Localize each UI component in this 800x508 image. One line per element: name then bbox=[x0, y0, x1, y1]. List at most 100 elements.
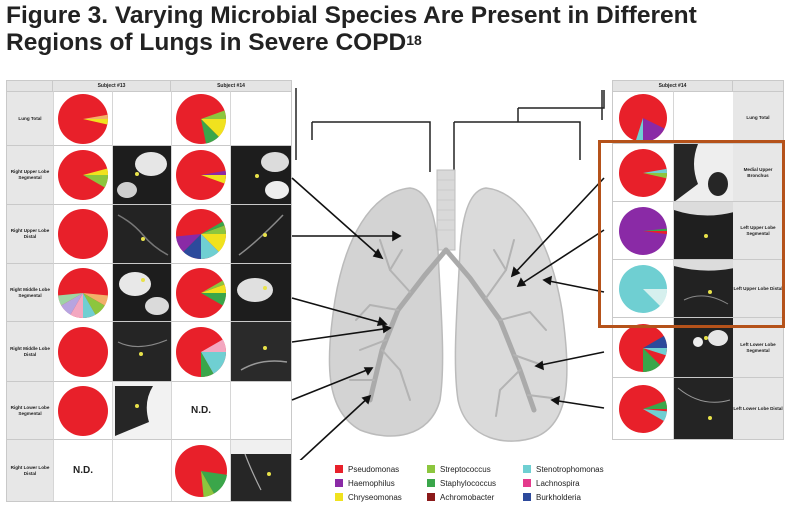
empty-cell bbox=[112, 91, 171, 145]
legend-swatch bbox=[427, 479, 435, 487]
figure-title: Figure 3. Varying Microbial Species Are … bbox=[6, 2, 796, 56]
legend-item: Stenotrophomonas bbox=[523, 463, 604, 475]
right-row-label: Left Upper Lobe Distal bbox=[733, 259, 783, 317]
legend-swatch bbox=[523, 479, 531, 487]
left-row-label: Right Middle Lobe Distal bbox=[7, 321, 53, 381]
right-row-label: Left Upper Lobe Segmental bbox=[733, 201, 783, 259]
pie-cell bbox=[613, 91, 673, 143]
pie-chart bbox=[176, 93, 226, 144]
pie-cell bbox=[53, 381, 112, 439]
legend-label: Burkholderia bbox=[536, 492, 581, 502]
left-header-subject14: Subject #14 bbox=[171, 81, 291, 91]
pie-cell bbox=[171, 321, 230, 381]
ct-scan-image bbox=[673, 143, 733, 201]
ct-scan-image bbox=[112, 381, 171, 439]
pie-chart bbox=[619, 93, 667, 142]
title-line-2-text: Regions of Lungs in Severe COPD bbox=[6, 29, 407, 56]
left-row-label: Right Upper Lobe Distal bbox=[7, 204, 53, 263]
pie-chart bbox=[619, 384, 667, 433]
left-row-label: Right Lower Lobe Segmental bbox=[7, 381, 53, 439]
left-table: Subject #13 Subject #14 Lung Total Right… bbox=[6, 80, 292, 502]
pie-cell bbox=[613, 143, 673, 201]
pie-cell bbox=[53, 263, 112, 321]
pie-chart bbox=[176, 326, 226, 377]
left-row-label: Right Lower Lobe Distal bbox=[7, 439, 53, 501]
right-row-label: Lung Total bbox=[733, 91, 783, 143]
title-line-2: Regions of Lungs in Severe COPD18 bbox=[6, 29, 796, 56]
pie-cell bbox=[53, 91, 112, 145]
pie-chart bbox=[58, 267, 108, 318]
ct-scan-image bbox=[112, 263, 171, 321]
title-reference: 18 bbox=[406, 32, 422, 48]
right-row-label: Medial Upper Bronchus bbox=[733, 143, 783, 201]
ct-scan-image bbox=[230, 439, 291, 501]
ct-scan-image bbox=[673, 259, 733, 317]
pie-cell bbox=[613, 259, 673, 317]
pie-chart bbox=[58, 93, 108, 144]
pie-chart bbox=[176, 150, 226, 200]
legend-label: Streptococcus bbox=[440, 464, 491, 474]
pie-chart bbox=[58, 150, 108, 200]
not-determined-label: N.D. bbox=[73, 465, 93, 476]
pie-chart bbox=[58, 385, 108, 436]
ct-scan-image bbox=[230, 204, 291, 263]
left-lung bbox=[454, 187, 568, 442]
left-header-blank bbox=[7, 81, 53, 91]
pie-cell bbox=[53, 145, 112, 204]
ct-scan-image bbox=[230, 321, 291, 381]
pie-cell bbox=[613, 201, 673, 259]
pie-cell bbox=[171, 91, 230, 145]
legend-swatch bbox=[335, 465, 343, 473]
ct-scan-image bbox=[230, 263, 291, 321]
legend-item: Staphylococcus bbox=[427, 477, 496, 489]
ct-scan-image bbox=[673, 377, 733, 439]
legend-item: Chryseomonas bbox=[335, 491, 402, 503]
left-row-label: Lung Total bbox=[7, 91, 53, 145]
right-header-subject14: Subject #14 bbox=[613, 81, 733, 91]
pie-cell bbox=[53, 204, 112, 263]
pie-cell bbox=[171, 145, 230, 204]
ct-scan-image bbox=[112, 145, 171, 204]
left-row-label: Right Upper Lobe Segmental bbox=[7, 145, 53, 204]
highlight-box bbox=[598, 140, 785, 328]
legend-swatch bbox=[427, 465, 435, 473]
right-row-label: Left Lower Lobe Distal bbox=[733, 377, 783, 439]
pie-chart bbox=[176, 209, 226, 259]
right-lung bbox=[328, 187, 444, 437]
empty-cell bbox=[673, 91, 733, 143]
pie-cell bbox=[613, 377, 673, 439]
not-determined-label: N.D. bbox=[191, 405, 211, 416]
pie-chart bbox=[175, 444, 227, 497]
pie-cell bbox=[613, 317, 673, 377]
legend-item: Lachnospira bbox=[523, 477, 580, 489]
ct-scan-image bbox=[112, 321, 171, 381]
legend-label: Haemophilus bbox=[348, 478, 395, 488]
nd-cell: N.D. bbox=[53, 439, 112, 501]
legend-label: Lachnospira bbox=[536, 478, 580, 488]
pie-cell bbox=[171, 439, 230, 501]
legend-item: Achromobacter bbox=[427, 491, 494, 503]
ct-scan-image bbox=[112, 204, 171, 263]
species-legend: Pseudomonas Haemophilus Chryseomonas Str… bbox=[335, 463, 635, 505]
legend-swatch bbox=[427, 493, 435, 501]
legend-item: Haemophilus bbox=[335, 477, 395, 489]
legend-item: Burkholderia bbox=[523, 491, 581, 503]
pie-chart bbox=[58, 209, 108, 259]
legend-label: Stenotrophomonas bbox=[536, 464, 604, 474]
ct-scan-image bbox=[230, 145, 291, 204]
bracket-lines bbox=[295, 88, 605, 172]
legend-swatch bbox=[523, 493, 531, 501]
pointer-arrows bbox=[291, 177, 605, 460]
pie-chart bbox=[619, 148, 667, 197]
title-line-1: Figure 3. Varying Microbial Species Are … bbox=[6, 2, 697, 29]
empty-cell bbox=[230, 91, 291, 145]
pie-chart bbox=[619, 206, 667, 255]
legend-item: Streptococcus bbox=[427, 463, 491, 475]
pie-chart bbox=[619, 264, 667, 313]
legend-label: Pseudomonas bbox=[348, 464, 400, 474]
right-header-blank bbox=[733, 81, 783, 91]
left-row-label: Right Middle Lobe Segmental bbox=[7, 263, 53, 321]
legend-swatch bbox=[335, 493, 343, 501]
legend-swatch bbox=[335, 479, 343, 487]
legend-swatch bbox=[523, 465, 531, 473]
